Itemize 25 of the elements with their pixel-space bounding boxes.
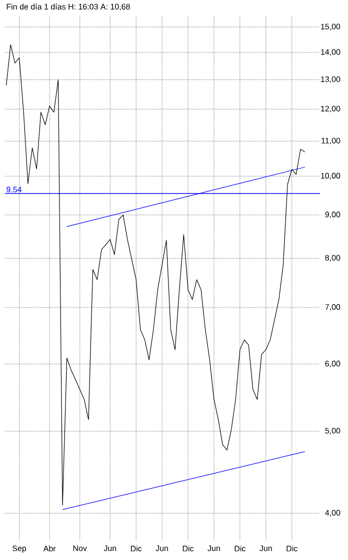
x-tick-label: Jun [156, 546, 168, 552]
y-tick-label: 6,00 [325, 360, 340, 368]
y-tick-label: 7,00 [325, 304, 340, 311]
y-tick-label: 8,00 [325, 254, 340, 262]
x-tick-label: Dic [130, 546, 142, 552]
x-tick-label: Jun [208, 546, 220, 552]
x-tick-label: Sep [12, 546, 26, 553]
y-tick-label: 11,00 [322, 138, 340, 144]
ref-line-label: 9.54 [6, 186, 22, 192]
y-tick-label: 13,00 [321, 76, 340, 83]
y-tick-label: 5,00 [325, 428, 340, 434]
y-tick-label: 15,00 [321, 24, 340, 30]
x-tick-label: Jun [104, 546, 116, 552]
x-tick-label: Dic [286, 546, 298, 552]
y-tick-label: 12,00 [321, 106, 340, 112]
y-tick-label: 14,00 [321, 49, 340, 56]
x-tick-label: Nov [73, 546, 87, 552]
x-tick-label: Abr [43, 546, 56, 552]
x-tick-label: Jun [260, 546, 272, 552]
y-tick-label: 9,00 [325, 212, 340, 218]
y-tick-label: 10,00 [321, 172, 340, 180]
x-tick-label: Dic [234, 546, 246, 552]
y-tick-label: 4,00 [325, 510, 340, 517]
chart-title: Fin de día 1 días H: 16:03 A: 10,68 [6, 4, 130, 10]
x-tick-label: Dic [182, 546, 194, 552]
